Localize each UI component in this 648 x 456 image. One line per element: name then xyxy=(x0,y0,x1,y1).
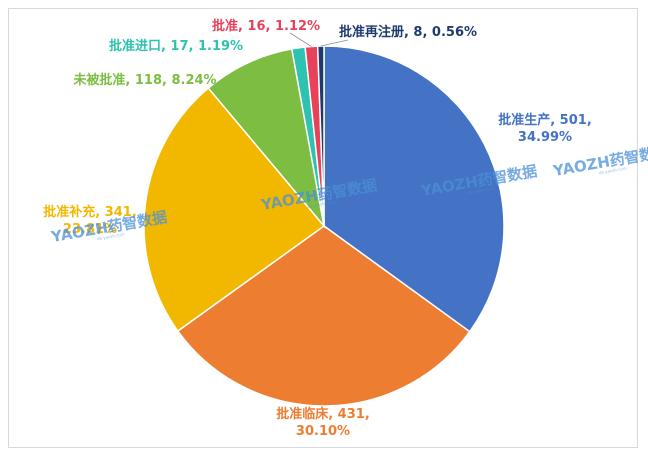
data-label-1: 批准生产, 501, 34.99% xyxy=(498,112,592,145)
leader-line-6 xyxy=(289,32,312,47)
watermark-subtext: db.yaozh.com xyxy=(307,200,336,210)
pie-slice-4 xyxy=(207,48,326,229)
pie-slice-2 xyxy=(176,225,471,407)
data-label-2: 批准临床, 431, 30.10% xyxy=(276,406,370,439)
leader-lines xyxy=(289,32,349,47)
data-label-3: 批准补充, 341, 23.81% xyxy=(43,204,137,237)
watermark-subtext: db.yaozh.com xyxy=(97,232,126,242)
watermark-subtext: db.yaozh.com xyxy=(599,166,628,176)
data-labels: 批准生产, 501, 34.99% 批准临床, 431, 30.10% 批准补充, 34… xyxy=(43,18,592,439)
data-label-7: 批准再注册, 8, 0.56% xyxy=(339,24,477,40)
data-label-5: 批准进口, 17, 1.19% xyxy=(109,38,243,54)
data-label-4: 未被批准, 118, 8.24% xyxy=(72,72,216,88)
pie-slice-1 xyxy=(323,45,505,333)
watermark-subtext: db.yaozh.com xyxy=(467,186,496,196)
pie-slices xyxy=(143,45,505,407)
leader-line-7 xyxy=(320,39,349,47)
data-label-6: 批准, 16, 1.12% xyxy=(212,18,320,34)
pie-slice-3 xyxy=(143,87,326,333)
